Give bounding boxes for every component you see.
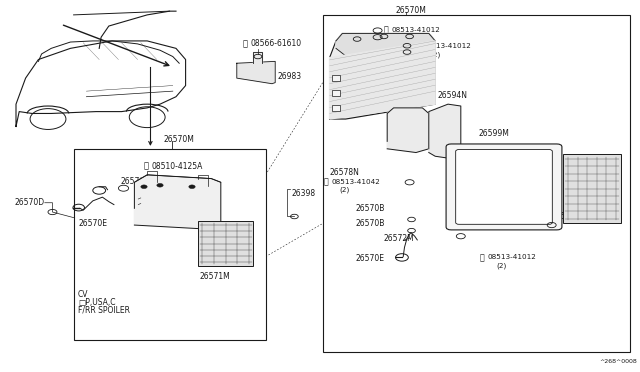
Text: F/RR SPOILER: F/RR SPOILER [78,305,130,314]
Text: 26570E: 26570E [355,254,384,263]
Polygon shape [429,104,461,158]
Text: 08513-41012: 08513-41012 [392,27,440,33]
Text: CV: CV [78,290,88,299]
Text: Ⓢ: Ⓢ [480,253,484,262]
Text: 26572M: 26572M [384,234,415,243]
Text: □P,USA,C: □P,USA,C [78,298,116,307]
Bar [332,90,340,96]
Text: 26983: 26983 [168,177,193,186]
Text: 26983: 26983 [277,72,301,81]
Text: 26570B: 26570B [355,219,385,228]
Text: 26570M: 26570M [163,135,194,144]
Text: ^268^0008: ^268^0008 [599,359,637,364]
Text: 26570B: 26570B [120,177,150,186]
Text: 08566-61610: 08566-61610 [251,39,302,48]
FancyBboxPatch shape [456,150,552,224]
Text: 08513-41012: 08513-41012 [488,254,536,260]
Polygon shape [387,108,429,153]
Text: 26570E: 26570E [78,219,107,228]
Text: 26398: 26398 [291,189,316,198]
Text: 26570D: 26570D [14,198,44,207]
Bar [74,149,266,340]
Text: 26594N: 26594N [437,91,467,100]
Text: 26599M: 26599M [479,129,509,138]
Circle shape [141,185,147,189]
Text: 26578N: 26578N [330,169,360,177]
Circle shape [189,185,195,189]
Text: 08513-41012: 08513-41012 [422,43,471,49]
Text: (2): (2) [430,51,440,58]
Text: Ⓢ: Ⓢ [415,42,419,51]
Circle shape [157,183,163,187]
Text: 08510-4125A: 08510-4125A [152,162,203,171]
Text: 26571M: 26571M [200,272,230,280]
Text: 26570M: 26570M [396,6,426,15]
Text: Ⓢ: Ⓢ [324,177,328,186]
Text: Ⓢ: Ⓢ [243,39,248,48]
Polygon shape [330,41,435,119]
Polygon shape [253,52,262,63]
Polygon shape [336,33,435,56]
Bar [323,15,630,352]
Bar [332,75,340,81]
Polygon shape [134,175,221,229]
Text: (2): (2) [339,186,349,193]
Text: 26570B: 26570B [355,204,385,213]
Text: (2): (2) [496,262,506,269]
Polygon shape [330,33,435,119]
Text: 26578M: 26578M [330,56,360,65]
Text: Ⓢ: Ⓢ [384,25,388,34]
Bar [563,154,621,223]
Text: 08513-41042: 08513-41042 [332,179,380,185]
Bar [198,221,253,266]
Bar [332,105,340,111]
Text: Ⓢ: Ⓢ [143,162,148,171]
Text: (4): (4) [400,35,410,41]
Text: 26571M: 26571M [552,212,582,221]
FancyBboxPatch shape [446,144,562,230]
Polygon shape [237,61,275,84]
